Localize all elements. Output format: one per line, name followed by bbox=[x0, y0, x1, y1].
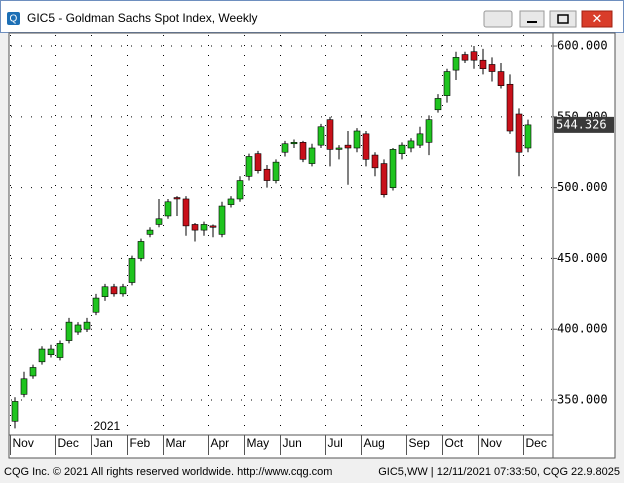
close-glyph: ✕ bbox=[592, 11, 603, 26]
candle-body bbox=[74, 324, 82, 333]
candle-body bbox=[299, 142, 307, 160]
candle-body bbox=[254, 153, 262, 171]
candle-body bbox=[29, 367, 37, 377]
candle-body bbox=[83, 321, 91, 330]
maximize-glyph bbox=[557, 14, 569, 24]
footer-left: CQG Inc. © 2021 All rights reserved worl… bbox=[4, 466, 332, 478]
candle-body bbox=[245, 156, 253, 177]
candle-body bbox=[110, 286, 118, 295]
candle-body bbox=[47, 348, 55, 356]
x-tick-label: Nov bbox=[13, 436, 34, 450]
x-tick-label: Mar bbox=[166, 436, 187, 450]
link-button[interactable] bbox=[483, 10, 513, 28]
candle-body bbox=[263, 168, 271, 181]
close-button[interactable] bbox=[581, 10, 613, 28]
candle-body bbox=[146, 229, 154, 235]
candle-body bbox=[236, 180, 244, 200]
maximize-button[interactable] bbox=[549, 10, 577, 28]
candle-body bbox=[515, 113, 523, 153]
candle-body bbox=[38, 348, 46, 363]
candle-body bbox=[344, 144, 352, 149]
candle-body bbox=[425, 119, 433, 143]
x-tick-label: Dec bbox=[58, 436, 79, 450]
candle-body bbox=[389, 149, 397, 188]
candle-body bbox=[443, 71, 451, 96]
minimize-button[interactable] bbox=[519, 10, 545, 28]
x-tick-label: Jul bbox=[328, 436, 343, 450]
candle-body bbox=[128, 258, 136, 283]
chart-frame bbox=[8, 32, 616, 459]
candle-body bbox=[281, 143, 289, 153]
candle-body bbox=[317, 126, 325, 146]
candle-body bbox=[137, 241, 145, 259]
y-tick-label: 450.000 bbox=[557, 251, 608, 265]
x-tick-label: Apr bbox=[211, 436, 230, 450]
x-tick-label: Aug bbox=[364, 436, 385, 450]
candle-body bbox=[362, 133, 370, 160]
candle-body bbox=[326, 119, 334, 150]
candle-body bbox=[335, 147, 343, 150]
last-price-box bbox=[554, 116, 614, 133]
x-tick-label: Nov bbox=[481, 436, 502, 450]
candle-body bbox=[470, 51, 478, 61]
app-icon-glyph: Q bbox=[10, 14, 18, 25]
candle-body bbox=[191, 224, 199, 231]
candle-body bbox=[101, 286, 109, 297]
x-tick-label: Jan bbox=[94, 436, 113, 450]
candle-body bbox=[272, 161, 280, 181]
candle-body bbox=[407, 140, 415, 149]
candle-body bbox=[173, 197, 181, 200]
candle-body bbox=[452, 57, 460, 71]
candle-body bbox=[524, 124, 532, 149]
y-tick-label: 500.000 bbox=[557, 180, 608, 194]
candle-body bbox=[353, 130, 361, 149]
candle-body bbox=[227, 198, 235, 205]
candle-body bbox=[182, 198, 190, 227]
candle-body bbox=[20, 378, 28, 395]
candle-body bbox=[164, 201, 172, 217]
candle-body bbox=[290, 142, 298, 145]
x-tick-label: May bbox=[247, 436, 270, 450]
x-tick-label: Sep bbox=[409, 436, 431, 450]
candle-body bbox=[434, 98, 442, 111]
x-tick-label: Oct bbox=[445, 436, 464, 450]
candle-body bbox=[506, 83, 514, 132]
x-tick-label: Jun bbox=[283, 436, 302, 450]
candle-body bbox=[380, 163, 388, 196]
candle-body bbox=[92, 297, 100, 313]
window-title: GIC5 - Goldman Sachs Spot Index, Weekly bbox=[27, 11, 258, 25]
x-tick-label: Feb bbox=[130, 436, 151, 450]
last-price-label: 544.326 bbox=[556, 117, 607, 131]
y-tick-label: 400.000 bbox=[557, 322, 608, 336]
candle-body bbox=[119, 286, 127, 295]
candle-body bbox=[461, 54, 469, 61]
candle-body bbox=[56, 343, 64, 358]
candle-body bbox=[65, 321, 73, 341]
year-label: 2021 bbox=[94, 419, 121, 433]
y-tick-label: 600.000 bbox=[557, 39, 608, 53]
candle-body bbox=[209, 225, 217, 228]
app-icon bbox=[7, 12, 20, 25]
candle-body bbox=[218, 205, 226, 235]
candle-body bbox=[416, 133, 424, 146]
candle-body bbox=[497, 71, 505, 86]
candle-body bbox=[371, 154, 379, 169]
candle-body bbox=[11, 401, 19, 422]
candle-body bbox=[488, 64, 496, 72]
y-tick-label: 350.000 bbox=[557, 393, 608, 407]
candle-body bbox=[398, 144, 406, 154]
candle-body bbox=[479, 59, 487, 69]
candle-body bbox=[200, 224, 208, 231]
candle-body bbox=[308, 147, 316, 164]
x-tick-label: Dec bbox=[526, 436, 547, 450]
candle-body bbox=[155, 218, 163, 225]
footer-right: GIC5,WW | 12/11/2021 07:33:50, CQG 22.9.… bbox=[378, 466, 620, 478]
